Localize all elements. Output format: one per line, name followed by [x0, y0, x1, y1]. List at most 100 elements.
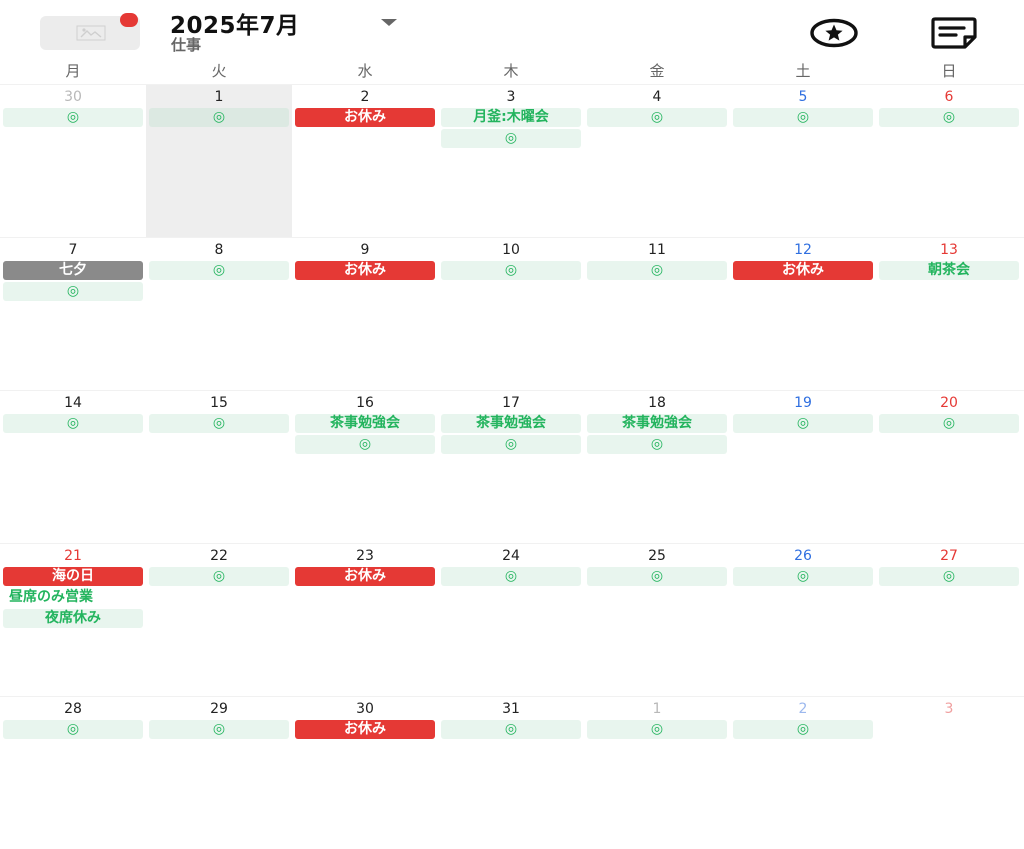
work-event[interactable]: ◎	[441, 435, 581, 454]
event-list: ◎	[876, 414, 1022, 433]
work-event[interactable]: ◎	[879, 108, 1019, 127]
day-cell[interactable]: 31 ◎	[438, 697, 584, 849]
day-cell[interactable]: 13 朝茶会	[876, 238, 1022, 390]
day-cell[interactable]: 16 茶事勉強会 ◎	[292, 391, 438, 543]
month-title[interactable]: 2025年7月	[170, 13, 300, 39]
holiday-event[interactable]: お休み	[295, 108, 435, 127]
holiday-event[interactable]: お休み	[733, 261, 873, 280]
work-event[interactable]: ◎	[149, 567, 289, 586]
chevron-down-icon[interactable]	[380, 18, 398, 28]
day-cell[interactable]: 28 ◎	[0, 697, 146, 849]
day-cell[interactable]: 15 ◎	[146, 391, 292, 543]
event-list: ◎	[876, 567, 1022, 586]
work-event[interactable]: ◎	[3, 108, 143, 127]
day-cell[interactable]: 12 お休み	[730, 238, 876, 390]
work-event[interactable]: ◎	[3, 414, 143, 433]
day-cell[interactable]: 21 海の日 昼席のみ営業 夜席休み	[0, 544, 146, 696]
work-event[interactable]: ◎	[149, 261, 289, 280]
day-number: 18	[648, 395, 666, 411]
weekday-label: 木	[503, 62, 519, 80]
holiday-event[interactable]: お休み	[295, 261, 435, 280]
day-cell[interactable]: 8 ◎	[146, 238, 292, 390]
day-cell[interactable]: 2 お休み	[292, 85, 438, 237]
work-event[interactable]: ◎	[879, 414, 1019, 433]
day-cell[interactable]: 19 ◎	[730, 391, 876, 543]
day-cell[interactable]: 3 月釜:木曜会 ◎	[438, 85, 584, 237]
work-event[interactable]: 夜席休み	[3, 609, 143, 628]
day-cell[interactable]: 4 ◎	[584, 85, 730, 237]
work-event[interactable]: ◎	[733, 567, 873, 586]
work-event[interactable]: ◎	[3, 720, 143, 739]
day-number: 2	[798, 701, 808, 717]
day-cell[interactable]: 5 ◎	[730, 85, 876, 237]
day-cell[interactable]: 2 ◎	[730, 697, 876, 849]
day-number: 1	[214, 89, 224, 105]
event-list: ◎	[146, 720, 292, 739]
day-cell[interactable]: 22 ◎	[146, 544, 292, 696]
work-event[interactable]: ◎	[587, 720, 727, 739]
day-cell[interactable]: 17 茶事勉強会 ◎	[438, 391, 584, 543]
work-event[interactable]: ◎	[441, 720, 581, 739]
day-cell[interactable]: 26 ◎	[730, 544, 876, 696]
day-cell[interactable]: 20 ◎	[876, 391, 1022, 543]
work-event[interactable]: 茶事勉強会	[587, 414, 727, 433]
day-cell[interactable]: 7 七夕 ◎	[0, 238, 146, 390]
work-event[interactable]: ◎	[441, 567, 581, 586]
day-number: 27	[940, 548, 958, 564]
work-event[interactable]: ◎	[733, 720, 873, 739]
work-event[interactable]: ◎	[733, 414, 873, 433]
observance-event[interactable]: 七夕	[3, 261, 143, 280]
day-cell[interactable]: 29 ◎	[146, 697, 292, 849]
work-event[interactable]: 茶事勉強会	[295, 414, 435, 433]
day-cell[interactable]: 10 ◎	[438, 238, 584, 390]
day-cell[interactable]: 24 ◎	[438, 544, 584, 696]
work-event[interactable]: 月釜:木曜会	[441, 108, 581, 127]
work-event[interactable]: ◎	[149, 414, 289, 433]
day-cell[interactable]: 27 ◎	[876, 544, 1022, 696]
work-event[interactable]: ◎	[587, 261, 727, 280]
day-cell[interactable]: 14 ◎	[0, 391, 146, 543]
day-number: 12	[794, 242, 812, 258]
day-cell[interactable]: 9 お休み	[292, 238, 438, 390]
holiday-event[interactable]: お休み	[295, 720, 435, 739]
work-event[interactable]: ◎	[441, 261, 581, 280]
star-circle-icon[interactable]	[809, 16, 859, 50]
day-number: 3	[944, 701, 954, 717]
day-cell[interactable]: 11 ◎	[584, 238, 730, 390]
event-list: ◎	[146, 108, 292, 127]
day-cell[interactable]: 18 茶事勉強会 ◎	[584, 391, 730, 543]
work-event[interactable]: 茶事勉強会	[441, 414, 581, 433]
work-event[interactable]: ◎	[3, 282, 143, 301]
sticky-note-icon[interactable]	[928, 16, 980, 50]
holiday-event[interactable]: 海の日	[3, 567, 143, 586]
day-cell[interactable]: 6 ◎	[876, 85, 1022, 237]
day-cell[interactable]: 1 ◎	[146, 85, 292, 237]
day-cell[interactable]: 30 ◎	[0, 85, 146, 237]
work-event[interactable]: 朝茶会	[879, 261, 1019, 280]
work-event[interactable]: ◎	[295, 435, 435, 454]
day-cell[interactable]: 23 お休み	[292, 544, 438, 696]
work-event[interactable]: 昼席のみ営業	[9, 589, 93, 605]
day-cell[interactable]: 3	[876, 697, 1022, 849]
day-cell[interactable]: 25 ◎	[584, 544, 730, 696]
work-event[interactable]: ◎	[587, 108, 727, 127]
day-number: 10	[502, 242, 520, 258]
event-list: ◎	[0, 108, 146, 127]
event-list: ◎	[0, 414, 146, 433]
event-list: ◎	[584, 261, 730, 280]
holiday-event[interactable]: お休み	[295, 567, 435, 586]
work-event[interactable]: ◎	[149, 108, 289, 127]
day-number: 7	[68, 242, 78, 258]
work-event[interactable]: ◎	[587, 567, 727, 586]
event-list: ◎	[146, 414, 292, 433]
work-event[interactable]: ◎	[441, 129, 581, 148]
work-event[interactable]: ◎	[733, 108, 873, 127]
day-cell[interactable]: 1 ◎	[584, 697, 730, 849]
day-cell[interactable]: 30 お休み	[292, 697, 438, 849]
day-number: 2	[360, 89, 370, 105]
event-list: ◎	[438, 261, 584, 280]
work-event[interactable]: ◎	[149, 720, 289, 739]
day-number: 16	[356, 395, 374, 411]
work-event[interactable]: ◎	[587, 435, 727, 454]
work-event[interactable]: ◎	[879, 567, 1019, 586]
